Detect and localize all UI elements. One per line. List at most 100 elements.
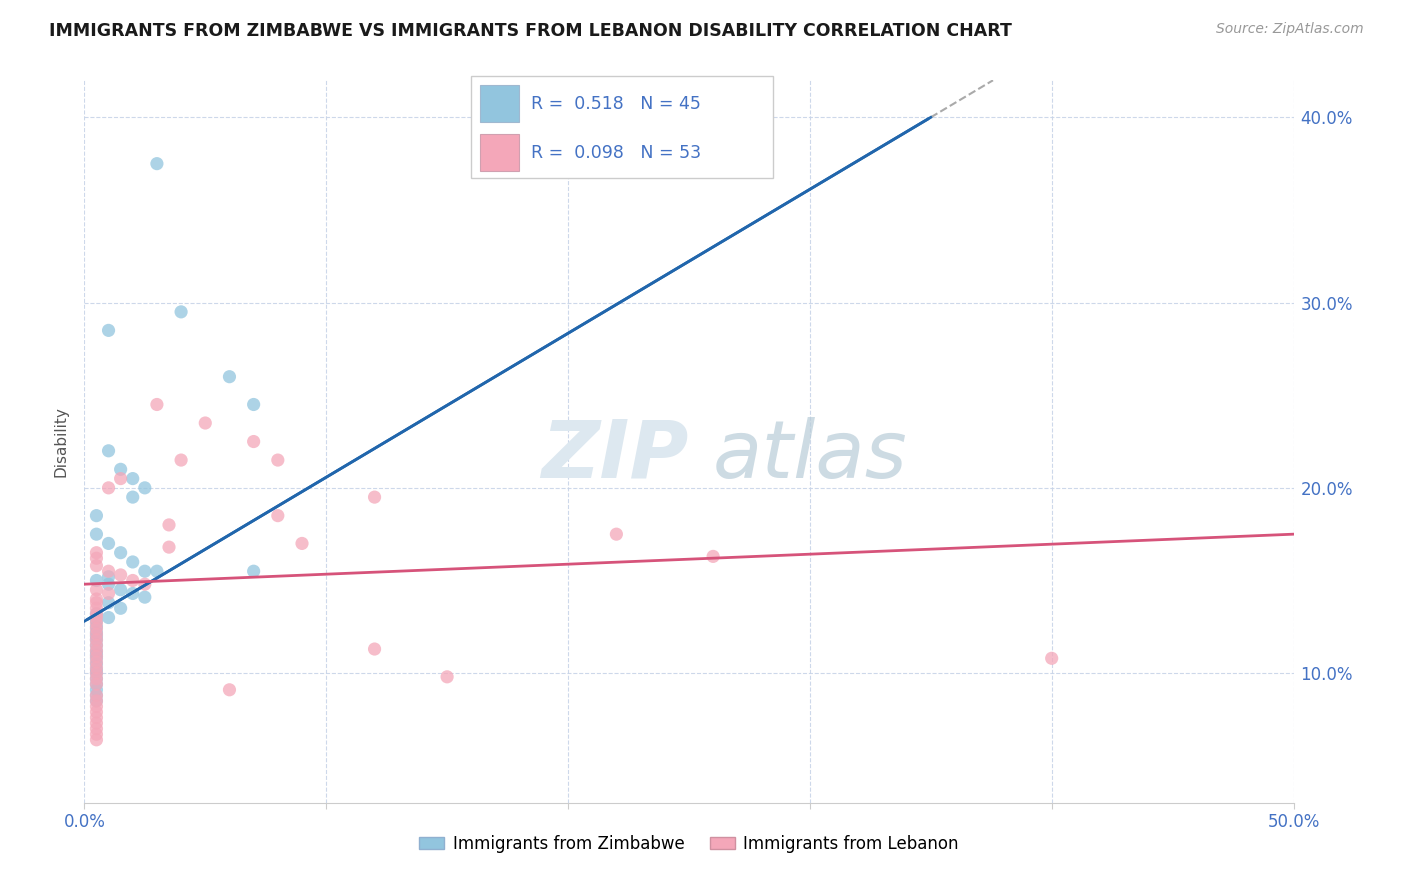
Point xyxy=(86,699,108,714)
Point xyxy=(86,558,108,573)
Point xyxy=(157,540,180,554)
Point xyxy=(86,632,108,647)
FancyBboxPatch shape xyxy=(471,76,773,178)
Point xyxy=(86,627,108,641)
Point xyxy=(170,453,193,467)
Point xyxy=(86,689,108,703)
Point xyxy=(218,682,240,697)
Point xyxy=(110,462,132,476)
Text: IMMIGRANTS FROM ZIMBABWE VS IMMIGRANTS FROM LEBANON DISABILITY CORRELATION CHART: IMMIGRANTS FROM ZIMBABWE VS IMMIGRANTS F… xyxy=(49,22,1012,40)
Point xyxy=(97,596,120,610)
FancyBboxPatch shape xyxy=(479,135,519,171)
Point xyxy=(97,577,120,591)
Point xyxy=(134,577,156,591)
Text: R =  0.098   N = 53: R = 0.098 N = 53 xyxy=(531,144,702,161)
Point xyxy=(97,564,120,578)
Point xyxy=(86,660,108,674)
Text: R =  0.518   N = 45: R = 0.518 N = 45 xyxy=(531,95,702,112)
Point xyxy=(86,655,108,669)
Point xyxy=(134,564,156,578)
Point xyxy=(702,549,724,564)
Point xyxy=(86,657,108,671)
Point xyxy=(86,694,108,708)
Point xyxy=(86,666,108,681)
Point xyxy=(218,369,240,384)
Point xyxy=(86,689,108,703)
Point xyxy=(97,536,120,550)
Point xyxy=(157,517,180,532)
FancyBboxPatch shape xyxy=(479,85,519,122)
Point xyxy=(86,694,108,708)
Text: ZIP: ZIP xyxy=(541,417,689,495)
Point xyxy=(97,570,120,584)
Y-axis label: Disability: Disability xyxy=(53,406,69,477)
Point xyxy=(121,586,143,600)
Point xyxy=(86,677,108,691)
Point xyxy=(86,616,108,631)
Point xyxy=(86,614,108,628)
Point xyxy=(110,568,132,582)
Point xyxy=(86,638,108,652)
Point xyxy=(242,434,264,449)
Point xyxy=(86,610,108,624)
Point xyxy=(86,716,108,731)
Point xyxy=(86,574,108,588)
Point xyxy=(86,629,108,643)
Point xyxy=(363,642,385,657)
Point xyxy=(86,705,108,719)
Point xyxy=(97,323,120,337)
Point xyxy=(267,508,290,523)
Point xyxy=(86,592,108,607)
Point xyxy=(86,648,108,662)
Point xyxy=(86,644,108,658)
Text: atlas: atlas xyxy=(713,417,908,495)
Point xyxy=(242,397,264,411)
Point xyxy=(436,670,458,684)
Point xyxy=(86,607,108,621)
Point xyxy=(134,590,156,604)
Point xyxy=(86,622,108,636)
Point xyxy=(110,472,132,486)
Point xyxy=(97,481,120,495)
Point xyxy=(134,481,156,495)
Point xyxy=(242,564,264,578)
Point xyxy=(86,732,108,747)
Point xyxy=(86,672,108,686)
Point xyxy=(86,551,108,566)
Point xyxy=(86,620,108,634)
Point xyxy=(86,649,108,664)
Point xyxy=(110,546,132,560)
Point xyxy=(110,582,132,597)
Point xyxy=(86,638,108,652)
Point xyxy=(86,662,108,676)
Point xyxy=(97,610,120,624)
Point xyxy=(146,156,169,170)
Point xyxy=(86,527,108,541)
Point xyxy=(86,607,108,621)
Point xyxy=(121,555,143,569)
Point xyxy=(86,672,108,686)
Point xyxy=(86,644,108,658)
Point xyxy=(86,682,108,697)
Point xyxy=(97,586,120,600)
Point xyxy=(363,490,385,504)
Point xyxy=(110,601,132,615)
Point xyxy=(121,490,143,504)
Point xyxy=(86,582,108,597)
Point xyxy=(86,727,108,741)
Point xyxy=(86,677,108,691)
Point xyxy=(86,651,108,665)
Point xyxy=(86,625,108,640)
Point xyxy=(267,453,290,467)
Point xyxy=(86,632,108,647)
Point xyxy=(86,710,108,724)
Point xyxy=(605,527,627,541)
Point xyxy=(86,508,108,523)
Point xyxy=(291,536,314,550)
Point xyxy=(86,546,108,560)
Point xyxy=(86,722,108,736)
Point xyxy=(146,397,169,411)
Legend: Immigrants from Zimbabwe, Immigrants from Lebanon: Immigrants from Zimbabwe, Immigrants fro… xyxy=(413,828,965,860)
Point xyxy=(170,305,193,319)
Point xyxy=(86,596,108,610)
